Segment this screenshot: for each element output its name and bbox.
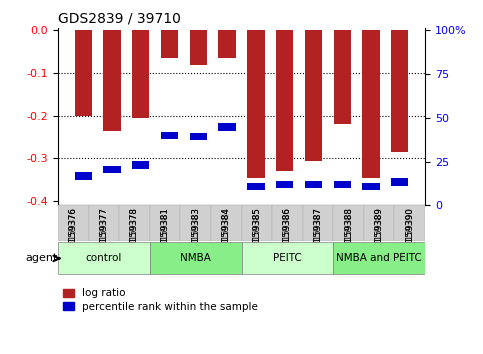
FancyBboxPatch shape <box>364 205 395 241</box>
FancyBboxPatch shape <box>180 205 211 241</box>
Bar <box>247 30 265 178</box>
Text: GSM159386: GSM159386 <box>283 207 292 258</box>
Text: agent: agent <box>26 253 58 263</box>
Text: PEITC: PEITC <box>273 253 302 263</box>
Bar <box>276 30 293 171</box>
Bar <box>161 30 178 58</box>
FancyBboxPatch shape <box>211 205 242 241</box>
Text: GSM159383: GSM159383 <box>191 207 200 258</box>
Bar <box>75 172 92 180</box>
Text: GSM159384: GSM159384 <box>222 207 231 258</box>
Bar <box>103 166 121 173</box>
Text: NMBA: NMBA <box>180 253 211 263</box>
Bar <box>334 30 351 124</box>
Text: GDS2839 / 39710: GDS2839 / 39710 <box>58 12 181 26</box>
Text: control: control <box>85 253 122 263</box>
Text: GSM159376: GSM159376 <box>69 207 78 258</box>
Bar <box>103 30 121 131</box>
FancyBboxPatch shape <box>88 205 119 241</box>
FancyBboxPatch shape <box>303 205 333 241</box>
Legend: log ratio, percentile rank within the sample: log ratio, percentile rank within the sa… <box>63 289 258 312</box>
FancyBboxPatch shape <box>150 242 242 274</box>
FancyBboxPatch shape <box>58 242 150 274</box>
Bar <box>305 181 322 188</box>
Bar <box>362 30 380 178</box>
Text: GSM159381: GSM159381 <box>160 207 170 258</box>
Bar <box>161 132 178 139</box>
Text: GSM159376: GSM159376 <box>69 207 78 262</box>
Text: GSM159381: GSM159381 <box>160 207 170 262</box>
Bar <box>132 161 149 169</box>
Text: GSM159389: GSM159389 <box>375 207 384 262</box>
FancyBboxPatch shape <box>333 205 364 241</box>
FancyBboxPatch shape <box>150 205 180 241</box>
Text: NMBA and PEITC: NMBA and PEITC <box>336 253 422 263</box>
Text: GSM159387: GSM159387 <box>313 207 323 258</box>
Text: GSM159384: GSM159384 <box>222 207 231 262</box>
Text: GSM159385: GSM159385 <box>252 207 261 262</box>
Text: GSM159390: GSM159390 <box>405 207 414 262</box>
Bar <box>362 183 380 190</box>
FancyBboxPatch shape <box>333 242 425 274</box>
FancyBboxPatch shape <box>119 205 150 241</box>
Text: GSM159390: GSM159390 <box>405 207 414 258</box>
Text: GSM159387: GSM159387 <box>313 207 323 262</box>
Bar <box>75 30 92 116</box>
Text: GSM159385: GSM159385 <box>252 207 261 258</box>
Text: GSM159386: GSM159386 <box>283 207 292 262</box>
Bar <box>218 123 236 131</box>
Bar <box>132 30 149 118</box>
Text: GSM159378: GSM159378 <box>130 207 139 262</box>
FancyBboxPatch shape <box>242 205 272 241</box>
Bar <box>334 181 351 188</box>
Text: GSM159388: GSM159388 <box>344 207 353 262</box>
Text: GSM159383: GSM159383 <box>191 207 200 262</box>
Bar <box>190 133 207 141</box>
FancyBboxPatch shape <box>58 205 88 241</box>
FancyBboxPatch shape <box>242 242 333 274</box>
Text: GSM159378: GSM159378 <box>130 207 139 258</box>
FancyBboxPatch shape <box>272 205 303 241</box>
Bar <box>247 183 265 190</box>
Bar <box>218 30 236 58</box>
FancyBboxPatch shape <box>395 205 425 241</box>
Text: GSM159377: GSM159377 <box>99 207 108 262</box>
Bar <box>391 30 408 152</box>
Bar <box>276 181 293 188</box>
Text: GSM159388: GSM159388 <box>344 207 353 258</box>
Text: GSM159389: GSM159389 <box>375 207 384 258</box>
Bar <box>190 30 207 64</box>
Bar <box>391 178 408 186</box>
Text: GSM159377: GSM159377 <box>99 207 108 258</box>
Bar <box>305 30 322 160</box>
